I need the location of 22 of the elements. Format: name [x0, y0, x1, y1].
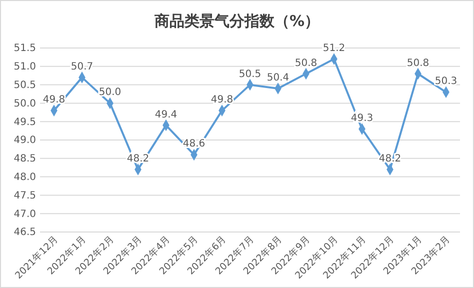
data-label: 50.3 [434, 76, 458, 88]
y-tick-label: 46.5 [14, 227, 36, 238]
y-tick-label: 47.5 [14, 190, 36, 202]
y-tick-label: 48.5 [14, 154, 36, 165]
y-tick-label: 48.0 [14, 172, 36, 183]
data-label: 50.5 [238, 68, 262, 80]
chart-title: 商品类景气分指数（%） [153, 12, 320, 30]
y-tick-label: 50.5 [14, 80, 36, 91]
y-tick-label: 47.0 [14, 208, 36, 220]
y-tick-label: 49.5 [14, 116, 36, 128]
data-label: 50.7 [70, 61, 94, 72]
data-label: 49.8 [210, 94, 234, 106]
data-label: 51.2 [322, 43, 346, 54]
data-label: 50.4 [266, 72, 290, 84]
y-tick-label: 49.0 [14, 135, 36, 146]
y-tick-label: 50.0 [14, 98, 36, 110]
y-tick-label: 51.5 [14, 43, 36, 54]
y-tick-label: 51.0 [14, 62, 36, 73]
data-label: 50.8 [294, 58, 318, 69]
data-label: 50.8 [406, 58, 430, 69]
data-label: 49.4 [154, 109, 178, 120]
data-label: 50.0 [98, 87, 122, 98]
